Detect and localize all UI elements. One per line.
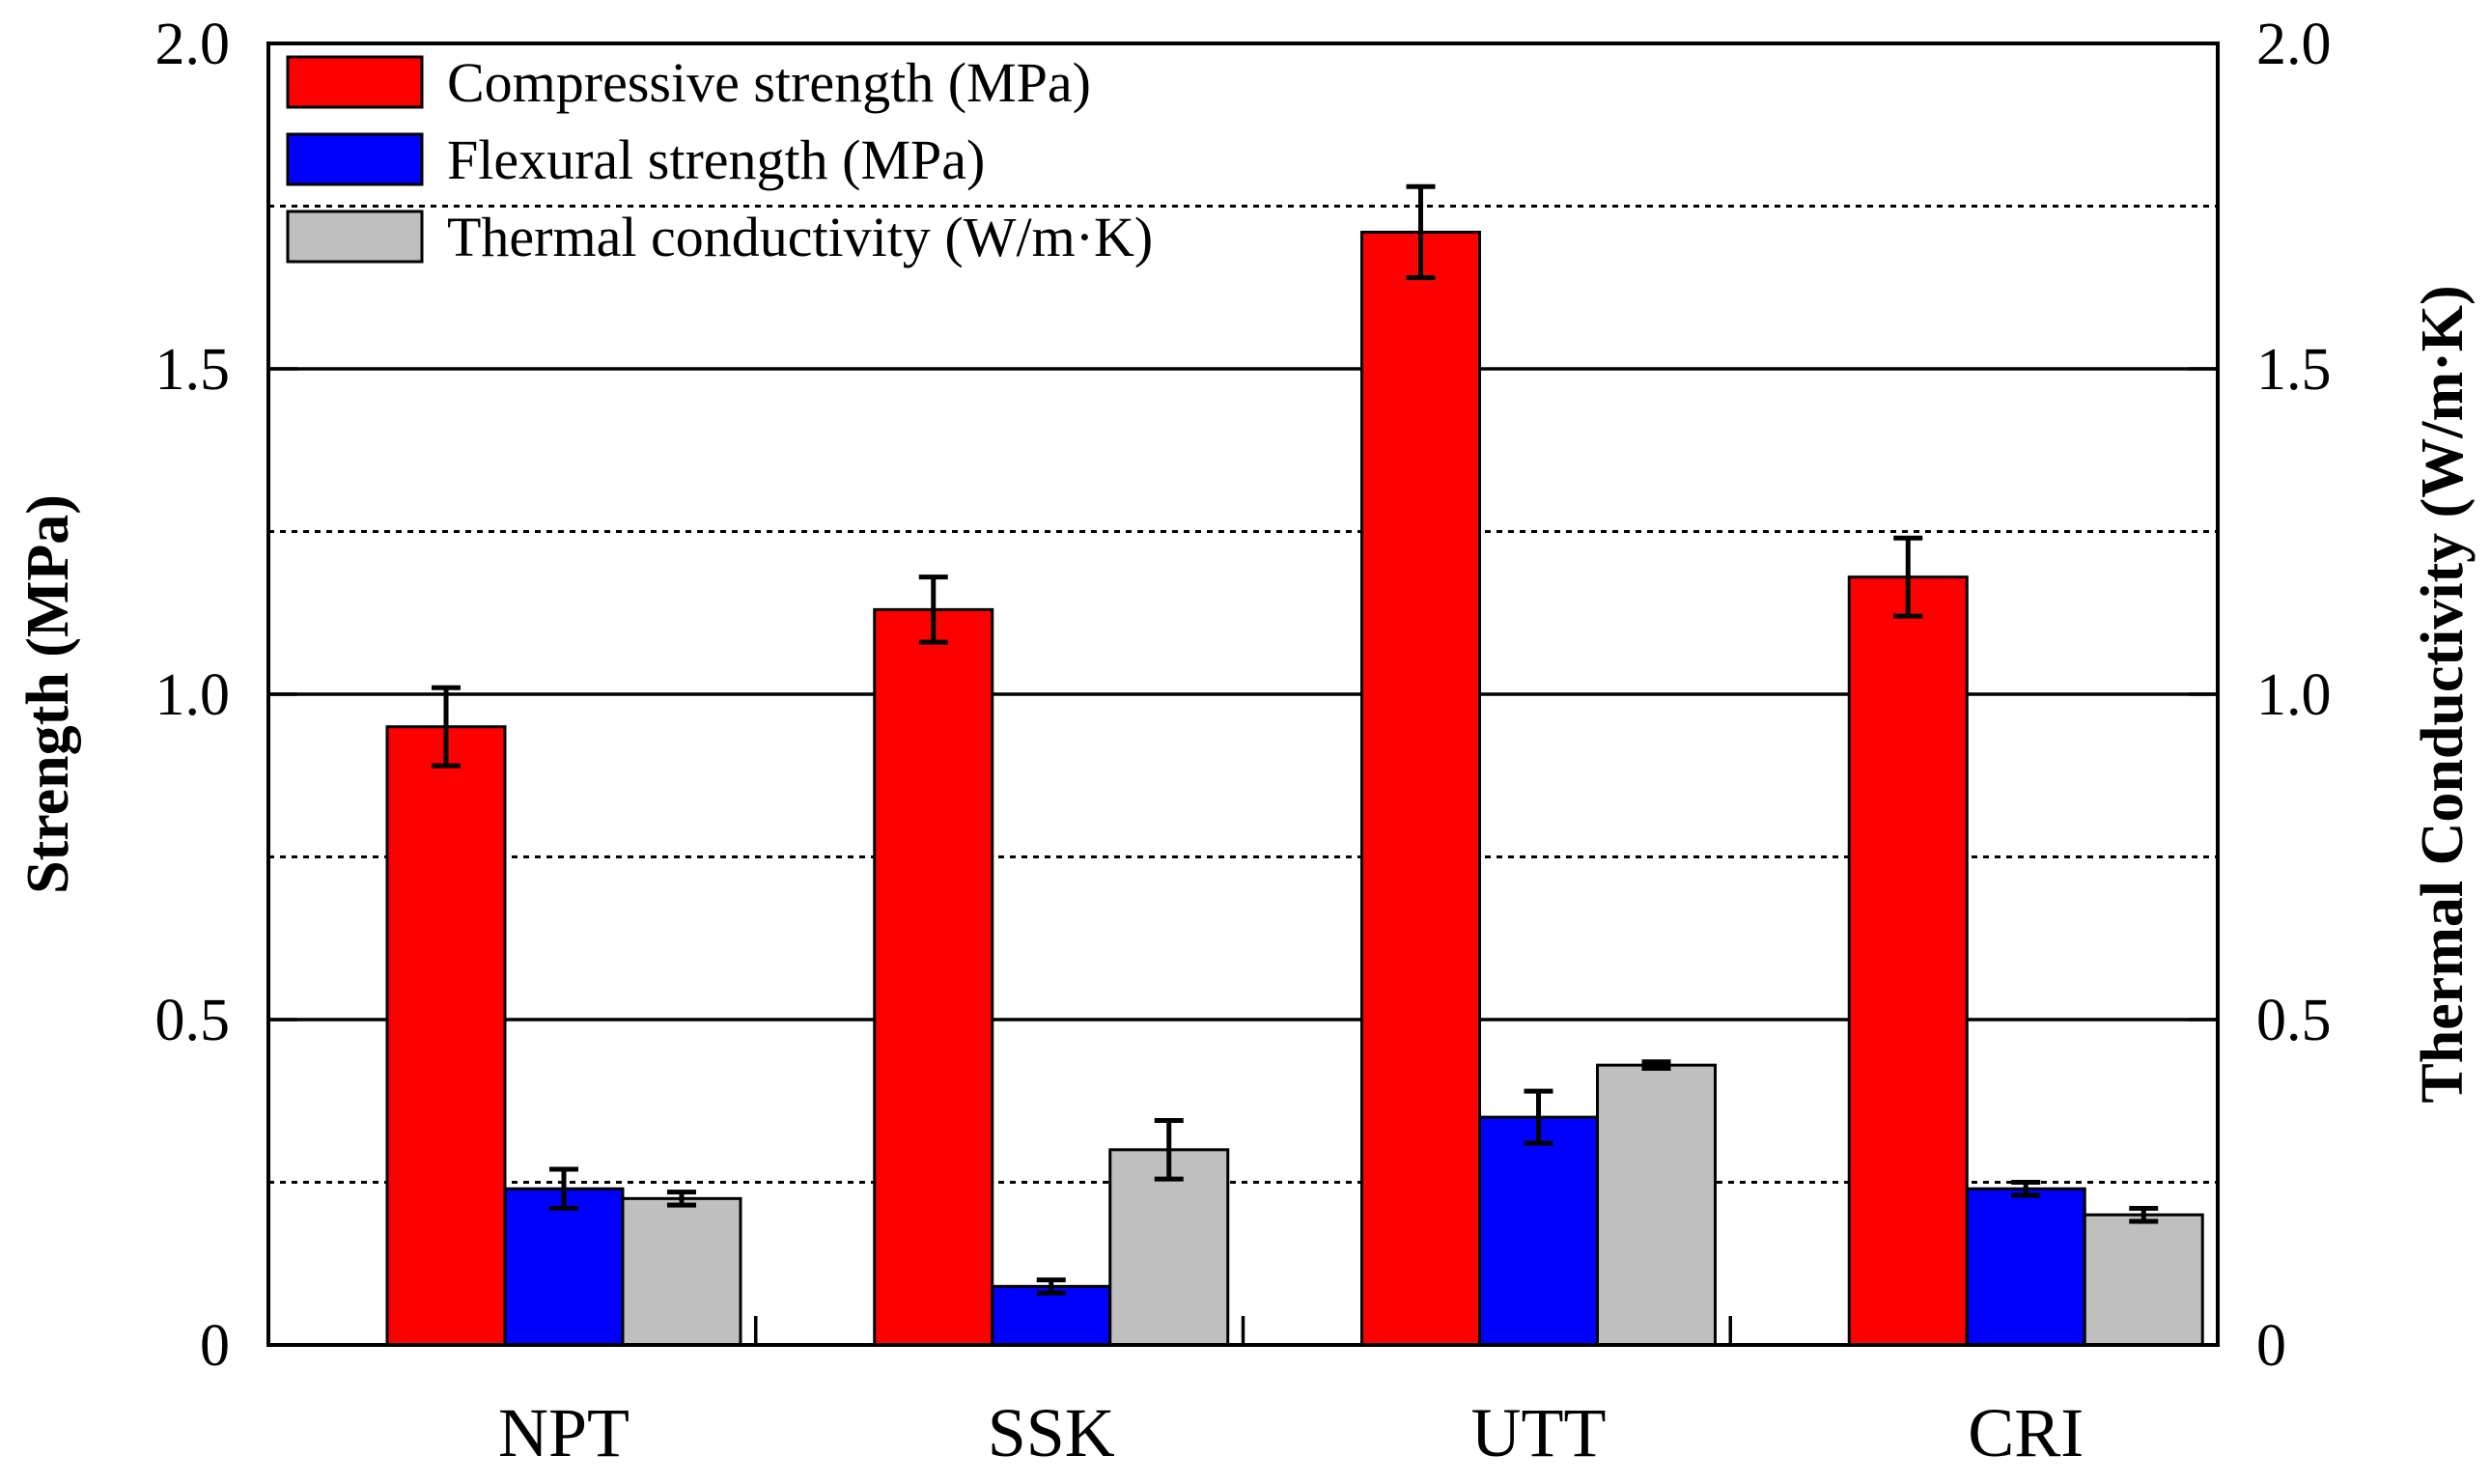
bar-utt-series-2 [1478, 1115, 1599, 1347]
bar-ssk-series-1 [873, 607, 994, 1347]
bar-npt-series-1 [385, 725, 507, 1347]
y-tick-label: 1.0 [155, 662, 231, 728]
y2-tick-label: 0.5 [2256, 988, 2332, 1053]
legend-swatch-1 [286, 55, 424, 109]
bar-cri-series-3 [2083, 1213, 2204, 1347]
bar-cri-series-1 [1847, 575, 1969, 1347]
bar-utt-series-1 [1360, 230, 1481, 1347]
plot-frame [266, 42, 2220, 1347]
x-category-label: UTT [1471, 1394, 1607, 1471]
y2-axis-title: Thermal Conductivity (W/m·K) [2410, 285, 2476, 1103]
legend-label-3: Thermal conductivity (W/m·K) [447, 206, 1153, 268]
y2-tick-label: 2.0 [2256, 12, 2332, 77]
x-category-label: NPT [498, 1394, 629, 1471]
y-tick-label: 0 [200, 1313, 230, 1379]
legend-swatch-2 [286, 132, 424, 186]
x-category-label: CRI [1968, 1394, 2084, 1471]
y-tick-label: 0.5 [155, 988, 231, 1053]
y2-tick-label: 0 [2256, 1313, 2286, 1379]
legend-label-2: Flexural strength (MPa) [447, 128, 985, 191]
bar-utt-series-3 [1596, 1063, 1717, 1347]
legend-label-1: Compressive strength (MPa) [447, 51, 1091, 114]
y-axis-title: Strength (MPa) [15, 494, 81, 894]
legend-swatch-3 [286, 210, 424, 264]
x-category-label: SSK [988, 1394, 1115, 1471]
y2-tick-label: 1.0 [2256, 662, 2332, 728]
y-tick-label: 1.5 [155, 337, 231, 403]
bar-cri-series-2 [1965, 1187, 2086, 1347]
bar-npt-series-3 [621, 1196, 742, 1347]
y-tick-label: 2.0 [155, 12, 231, 77]
y2-tick-label: 1.5 [2256, 337, 2332, 403]
bar-npt-series-2 [503, 1187, 625, 1347]
